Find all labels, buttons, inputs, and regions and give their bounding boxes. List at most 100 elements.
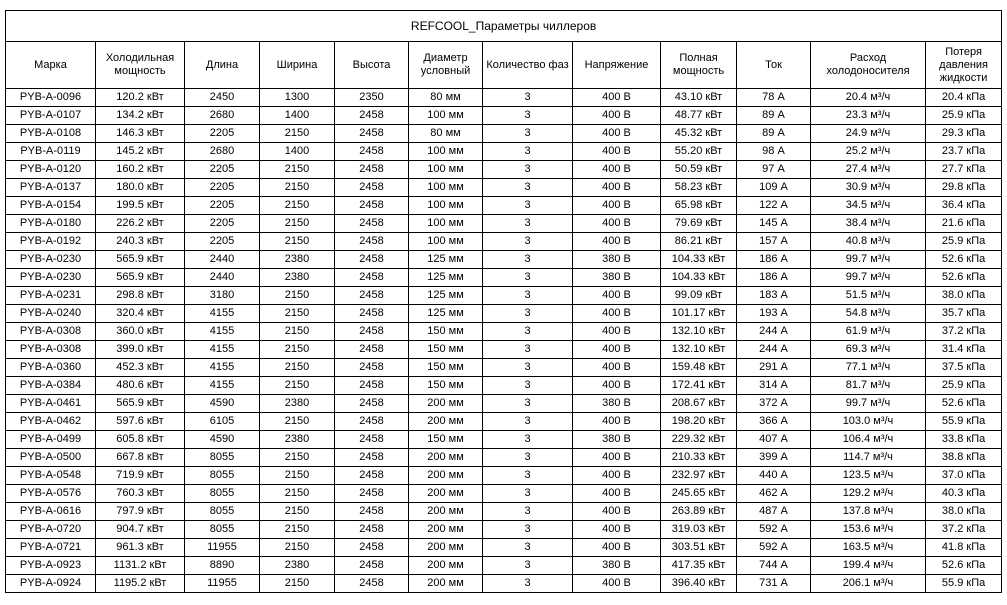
table-cell: PYB-A-0384 [5,376,96,395]
table-cell: 34.5 м³/ч [810,196,926,215]
table-cell: 487 А [736,502,811,521]
table-cell: 3 [482,448,573,467]
table-cell: PYB-A-0500 [5,448,96,467]
table-cell: 24.9 м³/ч [810,124,926,143]
table-cell: 157 А [736,232,811,251]
table-row: PYB-A-0119 145.2 кВт 2680 1400 2458 100 мм 3 40… [5,142,1003,161]
table-cell: 200 мм [408,538,483,557]
table-row: PYB-A-0107 134.2 кВт 2680 1400 2458 100 мм 3 40… [5,106,1003,125]
column-header: Высота [334,41,409,89]
table-cell: 55.9 кПа [924,412,1003,431]
table-cell: 23.3 м³/ч [810,106,926,125]
table-cell: 38.4 м³/ч [810,214,926,233]
table-cell: 114.7 м³/ч [810,448,926,467]
table-cell: 61.9 м³/ч [810,322,926,341]
table-cell: 3 [482,88,573,107]
table-cell: 245.65 кВт [660,484,737,503]
table-cell: 200 мм [408,556,483,575]
table-cell: 123.5 м³/ч [810,466,926,485]
table-cell: 2150 [259,160,335,179]
table-cell: 462 А [736,484,811,503]
table-cell: 2205 [184,214,260,233]
table-cell: 4155 [184,358,260,377]
table-cell: 172.41 кВт [660,376,737,395]
table-cell: 25.2 м³/ч [810,142,926,161]
table-cell: 2150 [259,520,335,539]
table-cell: 380 В [572,556,661,575]
table-cell: 400 В [572,340,661,359]
table-cell: 2150 [259,214,335,233]
table-row: PYB-A-0500 667.8 кВт 8055 2150 2458 200 мм 3 40… [5,448,1003,467]
table-cell: 2458 [334,178,409,197]
table-row: PYB-A-0461 565.9 кВт 4590 2380 2458 200 мм 3 38… [5,394,1003,413]
table-cell: 37.0 кПа [924,466,1003,485]
table-cell: 565.9 кВт [95,250,185,269]
table-cell: 150 мм [408,340,483,359]
table-row: PYB-A-0154 199.5 кВт 2205 2150 2458 100 мм 3 40… [5,196,1003,215]
table-cell: 8055 [184,466,260,485]
table-cell: 31.4 кПа [924,340,1003,359]
table-cell: 2150 [259,412,335,431]
table-cell: 8055 [184,448,260,467]
table-cell: 41.8 кПа [924,538,1003,557]
table-cell: 81.7 м³/ч [810,376,926,395]
table-cell: 3 [482,286,573,305]
table-cell: 109 А [736,178,811,197]
table-cell: 20.4 кПа [924,88,1003,107]
table-cell: 38.0 кПа [924,502,1003,521]
table-cell: 400 В [572,484,661,503]
table-cell: 2440 [184,250,260,269]
table-cell: 2458 [334,538,409,557]
table-cell: 145 А [736,214,811,233]
table-cell: 21.6 кПа [924,214,1003,233]
table-cell: 132.10 кВт [660,322,737,341]
table-cell: 97 А [736,160,811,179]
table-row: PYB-A-0230 565.9 кВт 2440 2380 2458 125 мм 3 38… [5,250,1003,269]
table-cell: 2458 [334,196,409,215]
table-cell: 2150 [259,340,335,359]
table-cell: 592 А [736,520,811,539]
table-cell: 78 А [736,88,811,107]
table-cell: 240.3 кВт [95,232,185,251]
table-cell: 2458 [334,142,409,161]
table-cell: 961.3 кВт [95,538,185,557]
table-cell: PYB-A-0230 [5,250,96,269]
table-cell: 4590 [184,430,260,449]
table-cell: 400 В [572,196,661,215]
table-cell: 3 [482,268,573,287]
table-cell: 146.3 кВт [95,124,185,143]
column-header: Количество фаз [482,41,573,89]
table-cell: 400 В [572,466,661,485]
table-cell: 8055 [184,484,260,503]
table-cell: 99.7 м³/ч [810,394,926,413]
table-cell: 206.1 м³/ч [810,574,926,593]
table-cell: PYB-A-0107 [5,106,96,125]
table-cell: 186 А [736,250,811,269]
table-cell: 904.7 кВт [95,520,185,539]
table-cell: 4155 [184,304,260,323]
table-cell: 2458 [334,484,409,503]
table-cell: 3 [482,214,573,233]
table-cell: 208.67 кВт [660,394,737,413]
table-cell: 2440 [184,268,260,287]
table-cell: 86.21 кВт [660,232,737,251]
table-cell: 731 А [736,574,811,593]
table-cell: PYB-A-0120 [5,160,96,179]
table-cell: 226.2 кВт [95,214,185,233]
table-cell: 106.4 м³/ч [810,430,926,449]
table-cell: 122 А [736,196,811,215]
table-cell: 52.6 кПа [924,268,1003,287]
table-cell: 2205 [184,160,260,179]
table-cell: PYB-A-0137 [5,178,96,197]
table-cell: 2458 [334,304,409,323]
table-cell: 2458 [334,556,409,575]
table-cell: 565.9 кВт [95,394,185,413]
table-cell: 198.20 кВт [660,412,737,431]
table-cell: 52.6 кПа [924,394,1003,413]
table-cell: 480.6 кВт [95,376,185,395]
table-cell: 52.6 кПа [924,250,1003,269]
table-cell: 263.89 кВт [660,502,737,521]
table-cell: 104.33 кВт [660,268,737,287]
table-cell: 2205 [184,124,260,143]
table-cell: PYB-A-0154 [5,196,96,215]
